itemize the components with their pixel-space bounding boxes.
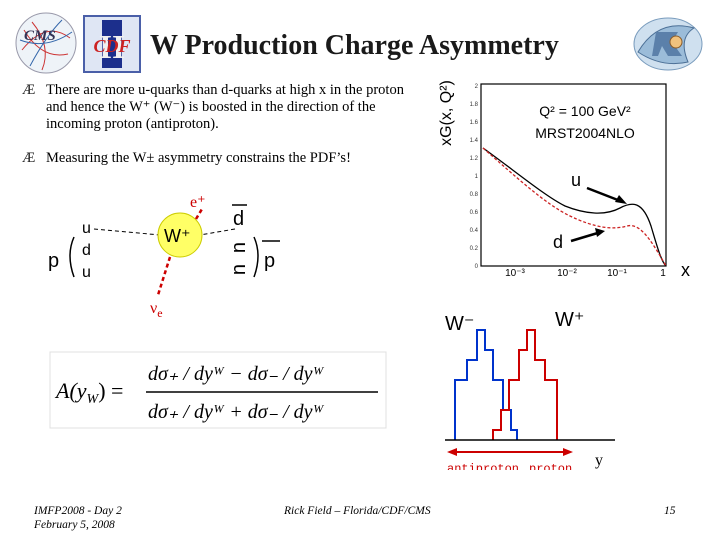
proton-direction-label: proton (529, 462, 572, 470)
anti-u-label: u (229, 242, 251, 253)
u-label: u (571, 170, 581, 190)
proton-label: p (48, 250, 59, 272)
ytick-label: 1.6 (470, 120, 479, 126)
w-plus-label: W⁺ (555, 309, 584, 331)
anti-d-label: d (233, 208, 244, 230)
quark-label: u (82, 264, 91, 281)
w-minus-distribution (454, 329, 518, 440)
footer-conference-line2: February 5, 2008 (34, 519, 115, 531)
formula-lhs: A(yW) = (54, 378, 123, 407)
feynman-diagram: p u d u W⁺ e⁺ νe d u u p (40, 185, 360, 335)
rapidity-plot: W⁻ W⁺ antiproton proton y (425, 300, 635, 476)
pdf-set-label: MRST2004NLO (535, 125, 635, 141)
formula-numerator: dσ₊ / dyᵂ − dσ₋ / dyᵂ (148, 363, 325, 385)
page-title: W Production Charge Asymmetry (150, 30, 559, 61)
u-curve (482, 147, 667, 267)
ytick-label: 1.8 (470, 102, 479, 108)
xtick-label: 1 (660, 268, 666, 276)
ytick-label: 0 (475, 264, 479, 270)
antiproton-label: p (264, 250, 275, 272)
xtick-label: 10⁻¹ (607, 268, 627, 276)
bullet-icon: Æ (22, 150, 36, 166)
cdf-roman-text: II (99, 29, 125, 66)
xtick-label: 10⁻² (557, 268, 577, 276)
bullet-text-1: There are more u-quarks than d-quarks at… (46, 82, 404, 132)
antiproton-direction-label: antiproton (447, 462, 519, 470)
ytick-label: 1 (475, 174, 479, 180)
xtick-label: 10⁻³ (505, 268, 525, 276)
d-label: d (553, 232, 563, 252)
ytick-label: 0.4 (470, 228, 479, 234)
positron-label: e⁺ (190, 194, 206, 211)
ytick-label: 1.4 (470, 138, 479, 144)
neutrino-label: νe (150, 300, 163, 320)
pdf-plot-ylabel: xG(x, Q²) (438, 80, 455, 146)
page-number: 15 (664, 505, 676, 517)
asymmetry-formula: A(yW) = dσ₊ / dyᵂ − dσ₋ / dyᵂ dσ₊ / dyᵂ … (48, 350, 388, 430)
footer-conference-line1: IMFP2008 - Day 2 (34, 505, 122, 517)
bullet-text-2: Measuring the W± asymmetry constrains th… (46, 150, 351, 166)
cms-logo: CMS (12, 10, 80, 76)
cdf-logo: II CDF (82, 14, 142, 74)
bullet-icon: Æ (22, 82, 36, 98)
anti-u-label: u (229, 264, 251, 275)
cdf-logo-text: CDF (93, 36, 130, 56)
pdf-plot-xlabel: x (681, 260, 690, 276)
footer-conference: IMFP2008 - Day 2 February 5, 2008 (34, 504, 122, 532)
w-plus-distribution (492, 329, 558, 440)
ytick-label: 2 (475, 84, 479, 90)
quark-label: u (82, 220, 91, 237)
w-minus-label: W⁻ (445, 313, 474, 335)
rapidity-axis-label: y (595, 452, 603, 469)
q2-label: Q² = 100 GeV² (539, 103, 631, 119)
field-logo (628, 12, 708, 76)
cms-logo-text: CMS (24, 28, 56, 44)
d-curve (482, 147, 667, 267)
ytick-label: 0.8 (470, 192, 479, 198)
w-boson-blob (157, 212, 203, 258)
footer-author: Rick Field – Florida/CDF/CMS (284, 505, 431, 517)
ytick-label: 1.2 (470, 156, 479, 162)
pdf-plot: 2 1.8 1.6 1.4 1.2 1 0.8 0.6 0.4 0.2 0 10… (455, 76, 715, 280)
ytick-label: 0.2 (470, 246, 479, 252)
quark-label: d (82, 242, 91, 259)
ytick-label: 0.6 (470, 210, 479, 216)
formula-denominator: dσ₊ / dyᵂ + dσ₋ / dyᵂ (148, 401, 325, 423)
w-boson-label: W⁺ (164, 226, 191, 246)
